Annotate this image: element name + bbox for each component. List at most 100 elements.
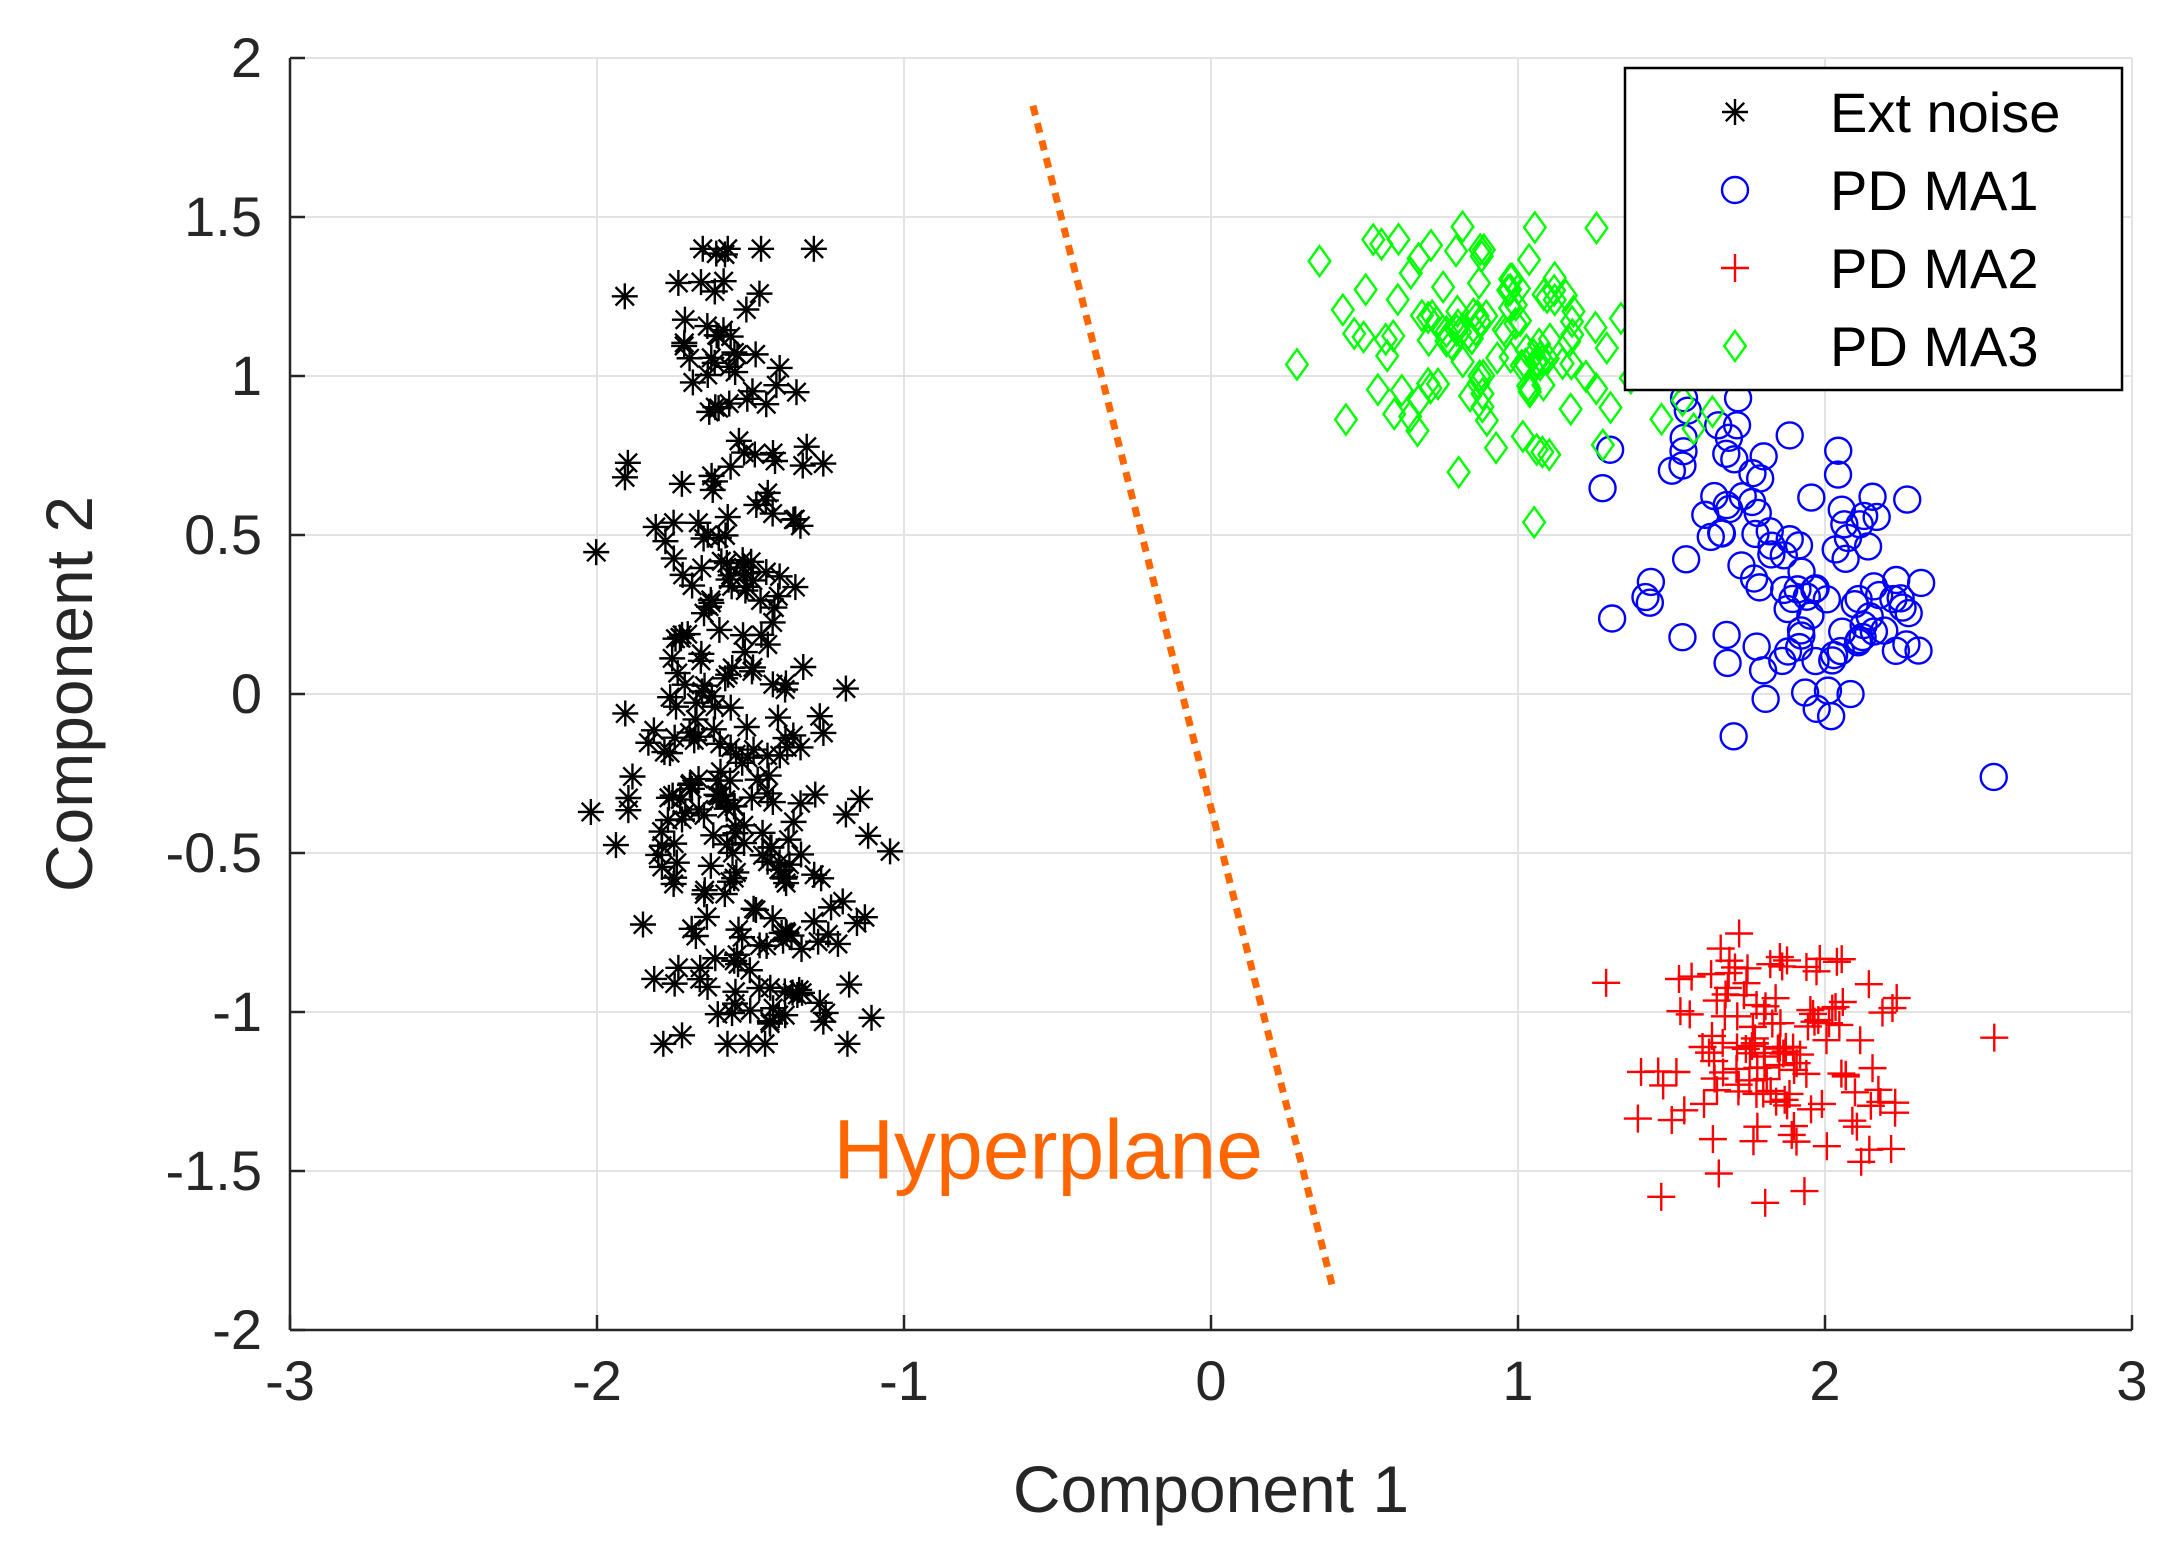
data-point — [694, 362, 721, 389]
x-tick-label: 0 — [1195, 1349, 1226, 1412]
data-point — [1856, 1091, 1885, 1120]
data-point — [784, 982, 811, 1009]
legend-entry: PD MA1 — [1720, 159, 2039, 222]
data-point — [691, 672, 718, 699]
data-point — [1712, 620, 1741, 650]
data-point — [1675, 1000, 1704, 1029]
y-tick-label: 0.5 — [184, 503, 262, 566]
data-point — [759, 789, 786, 816]
data-point — [1409, 298, 1435, 333]
data-point — [1550, 346, 1575, 381]
data-point — [1893, 485, 1922, 514]
data-point — [1748, 656, 1778, 685]
data-point — [723, 859, 750, 886]
data-point — [1894, 598, 1923, 628]
data-point — [704, 1001, 731, 1028]
data-point — [1749, 1079, 1778, 1108]
data-point — [1644, 1057, 1673, 1086]
data-point — [1700, 394, 1725, 429]
data-point — [1882, 565, 1911, 595]
legend-entry: PD MA2 — [1721, 237, 2039, 300]
y-axis-label: Component 2 — [32, 496, 106, 892]
data-point — [1405, 413, 1430, 448]
data-point — [800, 235, 827, 262]
data-point — [1668, 451, 1697, 480]
data-point — [1592, 968, 1621, 997]
data-point — [664, 660, 691, 687]
data-point — [1444, 313, 1469, 348]
data-point — [1583, 371, 1609, 406]
data-point — [759, 609, 786, 636]
data-point — [1713, 648, 1742, 678]
data-point — [824, 930, 851, 957]
data-point — [764, 704, 791, 731]
data-point — [1773, 946, 1802, 975]
data-point — [738, 784, 765, 811]
y-tick-label: 2 — [231, 26, 262, 89]
data-point — [1373, 322, 1398, 357]
data-point — [706, 616, 733, 643]
data-point — [687, 269, 714, 296]
data-point — [661, 724, 688, 751]
data-point — [703, 240, 730, 267]
data-point — [877, 838, 904, 865]
hyperplane — [1029, 104, 1338, 1293]
data-point — [1751, 684, 1780, 714]
data-point — [772, 676, 799, 703]
data-point — [1799, 999, 1828, 1028]
data-point — [1738, 1012, 1767, 1041]
data-point — [661, 970, 688, 997]
data-point — [1669, 437, 1698, 466]
y-tick-label: 0 — [231, 662, 262, 725]
data-point — [1775, 525, 1804, 554]
data-point — [1351, 319, 1376, 355]
data-point — [1785, 632, 1814, 662]
data-point — [1831, 1060, 1860, 1089]
data-point — [1521, 505, 1547, 540]
data-point — [681, 727, 708, 754]
data-point — [1517, 374, 1543, 409]
data-point — [846, 786, 873, 813]
data-point — [1750, 1038, 1779, 1067]
data-point — [1530, 434, 1555, 470]
data-point — [1786, 1040, 1815, 1069]
data-point — [736, 957, 763, 984]
data-point — [772, 725, 799, 752]
data-point — [1631, 582, 1660, 612]
legend-label: PD MA3 — [1830, 315, 2039, 378]
data-point — [687, 647, 714, 674]
data-point — [1888, 593, 1917, 622]
data-point — [1657, 456, 1687, 485]
data-point — [1854, 970, 1883, 999]
data-point — [775, 826, 802, 853]
x-tick-label: 2 — [1809, 1349, 1840, 1412]
data-point — [1450, 209, 1475, 244]
data-point — [667, 786, 694, 813]
data-point — [671, 332, 698, 359]
data-point — [724, 941, 751, 968]
data-point — [685, 509, 712, 536]
data-point — [1712, 490, 1741, 520]
data-point — [1521, 337, 1546, 372]
data-point — [755, 762, 782, 789]
data-point — [678, 915, 705, 942]
data-point — [1848, 622, 1877, 652]
data-point — [772, 918, 799, 945]
data-point — [1450, 344, 1476, 379]
legend-label: PD MA2 — [1830, 237, 2039, 300]
data-point — [1743, 498, 1772, 528]
data-point — [1813, 676, 1843, 705]
data-point — [1333, 402, 1359, 437]
data-point — [725, 916, 752, 943]
data-point — [694, 313, 721, 340]
data-point — [1812, 1132, 1841, 1161]
data-point — [1524, 432, 1549, 467]
legend: Ext noise PD MA1 PD MA2 PD MA3 — [1623, 66, 2124, 392]
data-point — [829, 888, 856, 915]
data-point — [713, 550, 740, 577]
data-point — [1649, 1071, 1678, 1100]
x-tick-label: 1 — [1502, 1349, 1533, 1412]
data-point — [757, 974, 784, 1001]
data-point — [1824, 436, 1853, 465]
